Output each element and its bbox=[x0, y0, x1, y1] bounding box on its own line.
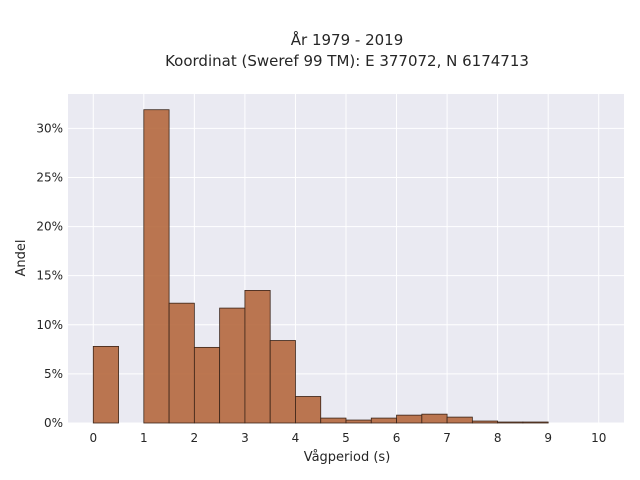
histogram-bar bbox=[244, 290, 271, 424]
histogram-bar bbox=[446, 416, 473, 424]
histogram-bar bbox=[345, 419, 372, 424]
histogram-bar bbox=[295, 396, 322, 424]
histogram-bar bbox=[396, 414, 423, 424]
histogram-bar bbox=[497, 421, 524, 424]
x-tick-label: 3 bbox=[241, 431, 249, 445]
x-tick-label: 9 bbox=[544, 431, 552, 445]
bars bbox=[92, 109, 549, 424]
y-tick-label: 0% bbox=[44, 416, 63, 430]
x-tick-label: 6 bbox=[393, 431, 401, 445]
histogram-bar bbox=[143, 109, 170, 424]
chart-title: År 1979 - 2019 bbox=[291, 30, 404, 49]
x-tick-label: 4 bbox=[292, 431, 300, 445]
x-tick-label: 5 bbox=[342, 431, 350, 445]
histogram-bar bbox=[370, 417, 397, 424]
histogram-bar bbox=[168, 302, 195, 424]
x-tick-label: 8 bbox=[494, 431, 502, 445]
y-tick-label: 5% bbox=[44, 367, 63, 381]
y-tick-label: 20% bbox=[36, 220, 63, 234]
x-tick-label: 2 bbox=[191, 431, 199, 445]
histogram-bar bbox=[269, 340, 296, 424]
histogram-bar bbox=[219, 307, 246, 424]
y-axis-label: Andel bbox=[14, 240, 29, 277]
x-axis-ticks: 0 1 2 3 4 5 6 7 8 9 10 bbox=[89, 431, 606, 445]
histogram-bar bbox=[193, 346, 221, 424]
y-axis-ticks: 0% 5% 10% 15% 20% 25% 30% bbox=[36, 121, 63, 430]
y-tick-label: 25% bbox=[36, 170, 63, 184]
x-tick-label: 7 bbox=[443, 431, 451, 445]
x-tick-label: 1 bbox=[140, 431, 148, 445]
histogram-bar bbox=[471, 420, 499, 424]
x-tick-label: 0 bbox=[89, 431, 97, 445]
histogram-bar bbox=[92, 345, 119, 424]
histogram-bar bbox=[320, 417, 347, 424]
y-tick-label: 30% bbox=[36, 121, 63, 135]
x-tick-label: 10 bbox=[591, 431, 606, 445]
histogram-bar bbox=[421, 413, 448, 424]
chart-subtitle: Koordinat (Sweref 99 TM): E 377072, N 61… bbox=[165, 52, 529, 70]
y-tick-label: 10% bbox=[36, 318, 63, 332]
histogram-bar bbox=[522, 421, 549, 424]
x-axis-label: Vågperiod (s) bbox=[304, 450, 391, 465]
y-tick-label: 15% bbox=[36, 269, 63, 283]
